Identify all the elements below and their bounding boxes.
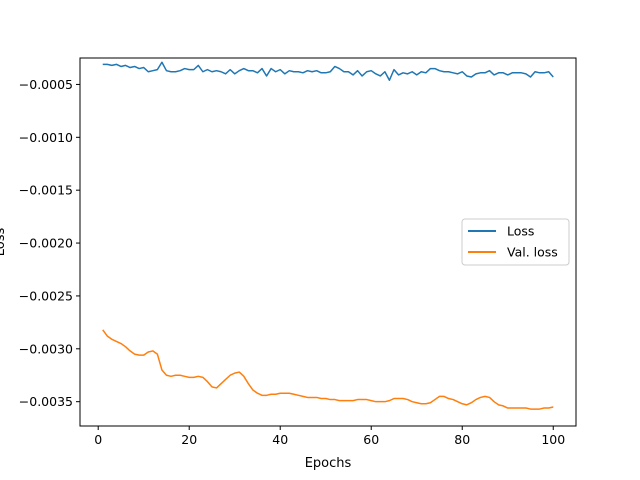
legend-label-val-loss: Val. loss bbox=[507, 245, 558, 260]
x-axis-label: Epochs bbox=[305, 456, 352, 471]
val-loss-series-line bbox=[102, 329, 554, 410]
x-tick-label: 80 bbox=[454, 432, 470, 447]
axes-frame bbox=[79, 57, 577, 427]
legend: Loss Val. loss bbox=[461, 218, 570, 266]
y-tick-label: −0.0020 bbox=[19, 236, 73, 251]
x-tick-label: 100 bbox=[541, 432, 565, 447]
y-tick-label: −0.0025 bbox=[19, 288, 73, 303]
x-tick-label: 0 bbox=[94, 432, 102, 447]
x-tick-label: 60 bbox=[363, 432, 379, 447]
y-tick-label: −0.0030 bbox=[19, 341, 73, 356]
y-tick-label: −0.0015 bbox=[19, 183, 73, 198]
x-axis-ticks: 0 20 40 60 80 100 bbox=[94, 426, 565, 447]
plot-area bbox=[102, 61, 554, 410]
y-axis-label: Loss bbox=[0, 228, 8, 257]
y-axis-ticks: −0.0005 −0.0010 −0.0015 −0.0020 −0.0025 −0.00… bbox=[19, 77, 80, 409]
loss-series-line bbox=[102, 61, 554, 81]
y-tick-label: −0.0005 bbox=[19, 77, 73, 92]
y-tick-label: −0.0010 bbox=[19, 130, 73, 145]
x-tick-label: 20 bbox=[181, 432, 197, 447]
y-tick-label: −0.0035 bbox=[19, 394, 73, 409]
x-tick-label: 40 bbox=[272, 432, 288, 447]
legend-label-loss: Loss bbox=[507, 224, 534, 239]
